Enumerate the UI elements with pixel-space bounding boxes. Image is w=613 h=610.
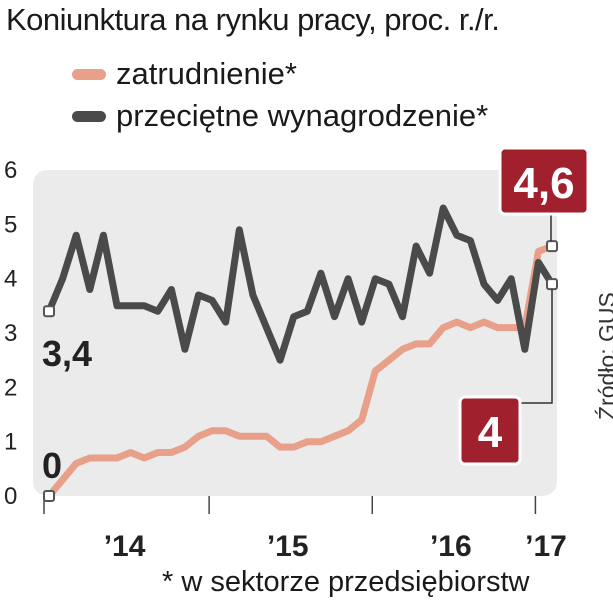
series-line-wages: [45, 204, 556, 364]
legend-swatch-wages: [72, 110, 106, 122]
callout-text-wages: 4: [478, 408, 503, 457]
legend-label-wages: przeciętne wynagrodzenie*: [116, 98, 489, 133]
legend-label-employment: zatrudnienie*: [116, 56, 297, 91]
y-tick-label-4: 4: [4, 266, 17, 293]
callout-leader-wages: [520, 289, 553, 404]
series-line-employment: [45, 242, 556, 500]
annotation-employment-start: 0: [42, 445, 62, 486]
x-tick-label-1: ’15: [267, 530, 309, 563]
callout-text-employment: 4,6: [513, 159, 574, 208]
callout-box-wages: [458, 395, 522, 466]
x-tick-label-3: ’17: [525, 530, 567, 563]
footnote: * w sektorze przedsiębiorstw: [162, 566, 530, 598]
marker-wages-start: [43, 305, 55, 318]
y-tick-label-3: 3: [4, 320, 17, 347]
marker-employment-start: [43, 490, 55, 502]
callout-box-employment: [498, 146, 590, 216]
y-tick-label-5: 5: [4, 211, 17, 238]
y-tick-label-2: 2: [4, 374, 17, 401]
y-tick-label-1: 1: [4, 429, 17, 456]
x-tick-label-0: ’14: [104, 530, 146, 563]
y-tick-label-6: 6: [4, 157, 17, 184]
marker-wages-end: [546, 278, 558, 291]
x-tick-label-2: ’16: [430, 530, 472, 563]
source-label: Źródło: GUS: [594, 292, 613, 420]
chart-title: Koniunktura na rynku pracy, proc. r./r.: [6, 2, 500, 37]
plot-area: [33, 170, 557, 496]
legend-item-wages: przeciętne wynagrodzenie*: [72, 98, 488, 134]
y-tick-label-0: 0: [4, 483, 17, 510]
annotation-wages-start: 3,4: [42, 333, 92, 374]
marker-employment-end: [546, 240, 558, 253]
legend-swatch-employment: [72, 68, 106, 80]
legend-item-employment: zatrudnienie*: [72, 56, 297, 92]
